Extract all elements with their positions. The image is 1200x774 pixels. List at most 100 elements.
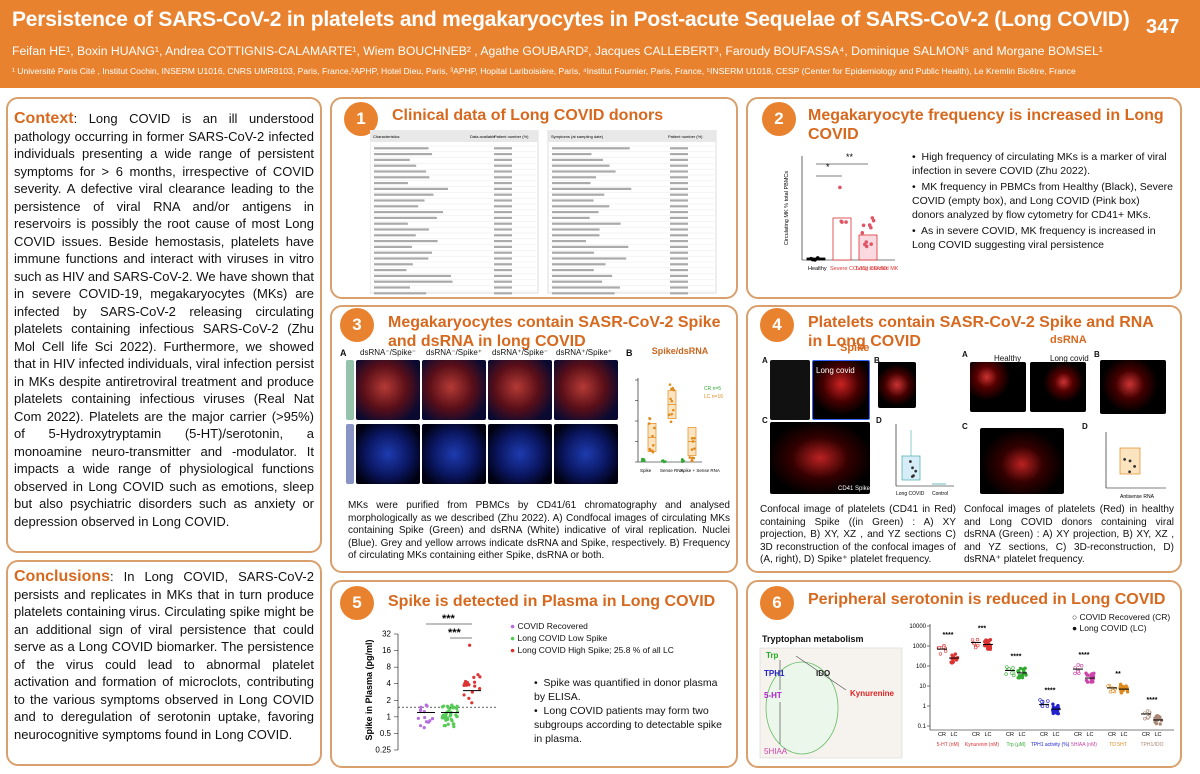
mk-image-2-top [422, 360, 486, 420]
p6-point [1119, 690, 1124, 695]
mk-frequency-chart: Circulating MK % total PBMCs * ** Health… [784, 152, 899, 272]
table-cell-label [374, 240, 438, 243]
p6-point [1091, 680, 1095, 684]
table-cell-value [494, 257, 512, 260]
mk-point [869, 242, 873, 246]
p6-node-tph1: TPH1 [764, 669, 785, 678]
table-cell-value [670, 274, 688, 277]
p3-lc-point [650, 449, 654, 452]
p6-point [938, 652, 943, 656]
p6-point [1073, 671, 1077, 676]
table-cell-label [374, 286, 411, 289]
p6-point [1076, 663, 1080, 667]
table-cell-label [552, 257, 627, 260]
conclusions-panel [6, 560, 322, 766]
table-cell-value [670, 199, 688, 202]
p6-point [1090, 673, 1095, 677]
table-cell-value [670, 176, 688, 179]
mk-sig-2: ** [846, 152, 854, 162]
table-cell-value [494, 164, 512, 167]
p6-point [970, 638, 975, 642]
p3-col-1: dsRNA⁻/Spike⁻ [360, 348, 417, 357]
p6-point [951, 660, 956, 664]
p6-node-ido: IDO [816, 669, 830, 678]
table-cell-value [670, 292, 688, 295]
p5-bullets: • Spike was quantified in donor plasma b… [534, 676, 730, 746]
table-cell-value [670, 280, 688, 283]
panel-5-number: 5 [340, 586, 374, 620]
table-cell-label [374, 245, 412, 248]
p6-group-label: 5-HT (nM) [937, 742, 960, 748]
p3-col-3: dsRNA⁺/Spike⁻ [492, 348, 549, 357]
p4-spike-lc-image [812, 360, 870, 420]
p3-x-both: Spike + Sense RNA [680, 468, 720, 473]
p6-point [1018, 666, 1023, 671]
p6-point [1045, 704, 1050, 709]
p3-side-bar-2 [346, 424, 354, 484]
p5-point [478, 675, 482, 679]
p4-dsrna-header: dsRNA [1050, 334, 1087, 346]
p3-lc-point [647, 422, 651, 425]
mk-image-1-top [356, 360, 420, 420]
p5-sig-2: *** [448, 627, 462, 639]
mk-point [864, 240, 869, 244]
p4-lc-label: Long covid [816, 366, 855, 375]
p5-point [473, 684, 477, 688]
p5-point [452, 705, 456, 709]
p5-point [445, 716, 449, 720]
p5-point [463, 679, 468, 684]
p6-point [1051, 711, 1055, 716]
table-cell-label [374, 199, 425, 202]
panel-3-number: 3 [340, 308, 374, 342]
p4-label-b2: B [1094, 350, 1100, 359]
header-banner [0, 0, 1200, 88]
table-cell-value [494, 251, 512, 254]
table-cell-value [494, 245, 512, 248]
p6-group-label: Kynurenin (nM) [965, 742, 1000, 748]
table-cell-label [552, 164, 610, 167]
p4-lc-point [909, 460, 912, 463]
table-cell-value [494, 147, 512, 150]
p6-point [973, 645, 978, 650]
p6-point [1147, 710, 1152, 714]
table-cell-label [552, 147, 630, 150]
table-cell-label [374, 228, 429, 231]
p4-longcovid-label: Long covid [1050, 354, 1089, 363]
p3-lc-point [651, 444, 655, 447]
p3-label-b: B [626, 348, 633, 358]
p5-point [425, 704, 429, 708]
table-cell-label [374, 222, 408, 225]
p5-point [422, 726, 426, 730]
mk-point [870, 216, 875, 220]
table-cell-value [670, 222, 688, 225]
p6-x-label: LC [1018, 732, 1025, 738]
table-cell-label [552, 187, 632, 190]
p5-ytick-label: 1 [387, 712, 392, 721]
p6-ytick-label: 10000 [909, 624, 926, 630]
p4-spike-sections [878, 362, 916, 408]
table-cell-label [374, 280, 453, 283]
p5-point [419, 705, 423, 709]
table-cell-label [374, 153, 433, 156]
affiliations: ¹ Université Paris Cité , Institut Cochi… [12, 66, 1076, 76]
p3-lc-point [653, 426, 656, 430]
table-cell-value [670, 182, 688, 185]
p5-point [462, 693, 466, 697]
p6-sig: **** [1011, 653, 1022, 660]
table-cell-label [552, 176, 597, 179]
table-cell-label [552, 286, 620, 289]
spike-plasma-chart: Spike in Plasma (pg/ml) 0.250.512481632 … [364, 613, 498, 755]
panel-3-title: Megakaryocytes contain SASR-CoV-2 Spike … [388, 314, 721, 350]
p3-caption: MKs were purified from PBMCs by CD41/61 … [348, 500, 730, 561]
p4-dsrna-healthy-image [970, 362, 1026, 412]
p3-chart-title: Spike/dsRNA [652, 346, 709, 356]
p3-lc-point [669, 420, 673, 424]
p5-ytick-label: 0.25 [375, 746, 391, 755]
table-cell-value [494, 292, 512, 295]
p5-bullet-2: • Long COVID patients may form two subgr… [534, 705, 722, 745]
mk-point [860, 231, 865, 235]
p3-lc-point [651, 434, 654, 438]
p3-col-2: dsRNA⁻/Spike⁺ [426, 348, 483, 357]
p5-ytick-label: 4 [387, 679, 392, 688]
table-cell-label [374, 158, 410, 161]
